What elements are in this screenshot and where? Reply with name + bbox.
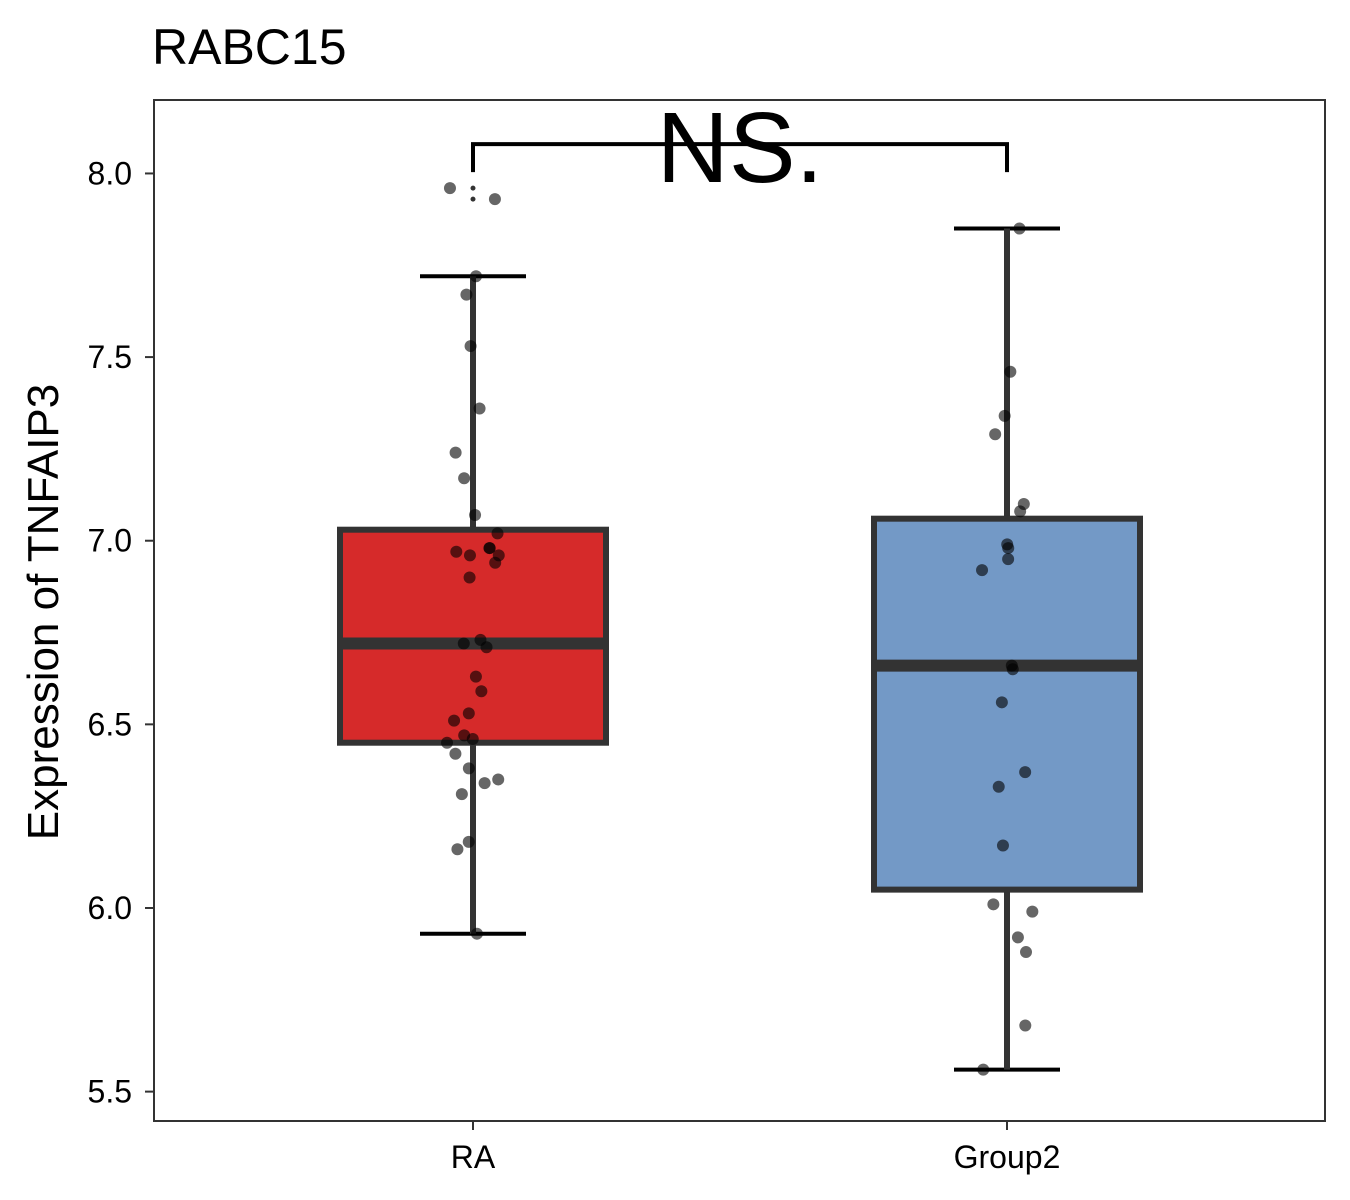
plot-panel — [153, 99, 1326, 1122]
chart-marks: 5.5 6.0 6.5 7.0 7.5 8.0 RA Group2 NS. — [88, 92, 1143, 1175]
x-tick-label: Group2 — [954, 1139, 1061, 1175]
significance-label: NS. — [657, 92, 824, 204]
data-point — [492, 773, 505, 786]
data-point — [976, 564, 989, 577]
outlier-point — [470, 196, 476, 202]
data-point — [473, 402, 486, 415]
box-ra — [337, 526, 609, 746]
data-point — [463, 549, 476, 562]
data-point — [470, 927, 483, 940]
data-point — [469, 670, 482, 683]
data-point — [995, 696, 1008, 709]
data-point — [483, 542, 496, 555]
data-point — [458, 472, 471, 485]
data-point — [441, 736, 454, 749]
y-tick-label: 8.0 — [88, 155, 132, 191]
data-point — [491, 527, 504, 540]
data-point — [1013, 222, 1026, 235]
data-point — [992, 780, 1005, 793]
data-point — [449, 747, 462, 760]
data-point — [443, 182, 456, 195]
data-point — [977, 1063, 990, 1076]
data-point — [462, 762, 475, 775]
data-point — [1002, 542, 1015, 555]
data-point — [450, 545, 463, 558]
data-point — [1026, 905, 1039, 918]
data-point — [451, 843, 464, 856]
data-point — [460, 288, 473, 301]
data-point — [1011, 931, 1024, 944]
y-tick-label: 6.5 — [88, 706, 132, 742]
data-point — [1004, 365, 1017, 378]
data-point — [1019, 766, 1032, 779]
data-point — [1002, 553, 1015, 566]
y-tick-label: 7.0 — [88, 523, 132, 559]
data-point — [998, 409, 1011, 422]
data-point — [489, 556, 502, 569]
data-point — [448, 714, 461, 727]
data-point — [987, 898, 1000, 911]
outlier-point — [470, 185, 476, 191]
data-point — [455, 788, 468, 801]
data-point — [1006, 663, 1019, 676]
data-point — [462, 835, 475, 848]
data-point — [1014, 505, 1027, 518]
data-point — [996, 839, 1009, 852]
data-point — [462, 707, 475, 720]
y-tick-label: 5.5 — [88, 1074, 132, 1110]
chart-title: RABC15 — [152, 19, 347, 75]
y-tick-label: 7.5 — [88, 339, 132, 375]
data-point — [989, 428, 1002, 441]
data-point — [480, 641, 493, 654]
data-point — [1020, 946, 1033, 959]
y-axis-label: Expression of TNFAIP3 — [19, 384, 68, 841]
data-point — [1019, 1019, 1032, 1032]
y-tick-label: 6.0 — [88, 890, 132, 926]
data-point — [488, 193, 501, 206]
data-point — [457, 637, 470, 650]
data-point — [470, 270, 483, 283]
data-point — [466, 733, 479, 746]
data-point — [475, 685, 488, 698]
data-point — [478, 777, 491, 790]
data-point — [449, 446, 462, 459]
data-point — [469, 509, 482, 522]
data-point — [463, 571, 476, 584]
significance-bracket — [471, 142, 1009, 173]
data-point — [464, 340, 477, 353]
x-tick-label: RA — [451, 1139, 496, 1175]
